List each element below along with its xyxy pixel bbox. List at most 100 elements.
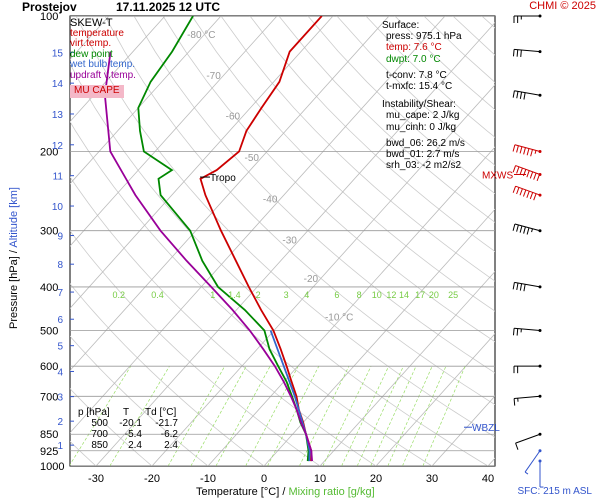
legend-title: SKEW-T — [70, 17, 113, 29]
altitude-tick-label: 11 — [53, 172, 64, 183]
table-cell: -21.7 — [155, 418, 178, 429]
wind-barb-flag — [512, 90, 515, 98]
mixing-ratio-line — [70, 365, 132, 466]
wetbulb-curve — [269, 330, 311, 462]
mixing-ratio-label: 14 — [399, 290, 409, 300]
wind-barb-dot — [538, 432, 542, 436]
mixing-ratio-line — [245, 366, 299, 466]
skewed-isotherm-label: -10 °C — [325, 313, 353, 324]
mixing-ratio-label: 1.4 — [228, 290, 241, 300]
bwd-06-value: bwd_06: 26.2 m/s — [386, 137, 465, 149]
dry-adiabat-line — [511, 16, 600, 466]
dry-adiabat-line — [162, 16, 495, 343]
wind-barb-staff — [514, 281, 541, 288]
table-row: 500 -20.1 -21.7 — [78, 418, 178, 429]
legend: SKEW-T temperature virt.temp. dew point … — [70, 18, 136, 98]
wind-barb-flag — [516, 166, 520, 174]
table-cell: 500 — [91, 418, 108, 429]
temperature-tick-label: 20 — [370, 473, 382, 485]
wind-barb — [513, 14, 542, 23]
station-name: Prostejov — [22, 0, 77, 14]
level-table-header: p [hPa] T Td [°C] — [78, 407, 178, 418]
altitude-tick-label: 14 — [52, 79, 64, 90]
wind-barb-dot — [538, 50, 542, 54]
mxws-label: MXWS — [482, 170, 513, 181]
wind-barb-flag — [523, 92, 526, 100]
level-table-col-td: Td [°C] — [145, 407, 177, 418]
wind-barb-dot — [538, 93, 542, 97]
sounding-datetime: 17.11.2025 12 UTC — [116, 0, 221, 14]
table-cell: 700 — [91, 429, 108, 440]
skewed-isotherm-label: -60 — [226, 112, 241, 123]
chart-annotations: Tropo MXWS WBZL — [200, 170, 526, 434]
skewed-isotherm-label: -30 — [282, 235, 297, 246]
mixing-ratio-label: 8 — [357, 290, 362, 300]
surface-info-panel: Surface: press: 975.1 hPa temp: 7.6 °C d… — [382, 20, 465, 171]
mixing-ratio-label: 10 — [372, 290, 382, 300]
mixing-ratio-line — [387, 366, 433, 466]
mixing-ratio-line — [422, 366, 466, 466]
wind-barb — [512, 165, 542, 182]
isotherm-line — [207, 146, 495, 466]
table-cell: 2.4 — [128, 440, 142, 451]
wind-barb-flag — [512, 223, 516, 231]
wind-barb — [512, 144, 542, 157]
wind-barb-flag — [519, 188, 523, 196]
mixing-ratio-label: 4 — [304, 290, 309, 300]
wind-barb-dot — [538, 449, 542, 453]
level-table-col-p: p [hPa] — [78, 407, 110, 418]
pressure-tick-label: 300 — [40, 226, 58, 238]
pressure-tick-label: 850 — [40, 429, 58, 441]
wind-barb-staff — [514, 144, 541, 152]
wbzl-label: WBZL — [472, 423, 500, 434]
altitude-tick-label: 12 — [52, 141, 64, 152]
wind-barb-flag — [526, 227, 530, 235]
isotherm-line — [95, 22, 495, 466]
y-axis-label-pressure: Pressure [hPa] — [8, 256, 20, 329]
x-axis-title: Temperature [°C] / Mixing ratio [g/kg] — [196, 486, 375, 498]
wind-barb-staff — [514, 90, 541, 96]
wind-barb — [512, 48, 542, 58]
wind-barb-dot — [538, 149, 542, 153]
wind-barb-flag — [512, 49, 515, 57]
wind-barb-flag — [523, 226, 526, 234]
mu-cape-badge: MU CAPE — [70, 85, 124, 98]
surface-dwpt: dwpt: 7.0 °C — [386, 53, 441, 65]
table-row: 700 -5.4 -6.2 — [78, 429, 178, 440]
wind-barb-flag — [512, 144, 516, 152]
wind-barb-flag — [513, 398, 516, 406]
wind-barb-staff — [515, 185, 541, 196]
temperature-tick-label: -30 — [88, 473, 104, 485]
pressure-tick-label: 600 — [40, 361, 58, 373]
table-cell: -5.4 — [124, 429, 142, 440]
temperature-tick-label: 0 — [261, 473, 267, 485]
wind-barb — [512, 281, 542, 292]
mixing-ratio-line — [402, 366, 447, 466]
temperature-tick-label: -20 — [144, 473, 160, 485]
wind-barb-flag — [529, 171, 534, 179]
y-axis-label-altitude: Altitude [km] — [8, 187, 20, 248]
wind-barb-flag — [516, 224, 519, 232]
mixing-ratio-line — [109, 365, 170, 466]
wind-barb-staff — [514, 48, 541, 53]
wind-barb — [515, 432, 542, 450]
wind-barb-flag — [512, 328, 515, 336]
mixing-ratio-label: 25 — [448, 290, 458, 300]
wind-barb — [513, 394, 542, 406]
wind-barbs — [512, 14, 544, 488]
dry-adiabat-line — [104, 16, 495, 406]
surface-tconv: t-conv: 7.8 °C — [386, 69, 447, 81]
skewed-isotherm-label: -80 °C — [187, 30, 215, 41]
wind-barb-flag — [526, 190, 530, 198]
pressure-tick-label: 925 — [40, 446, 58, 458]
mixing-ratio-label: 6 — [334, 290, 339, 300]
dry-adiabat-line — [220, 16, 495, 282]
skewed-isotherm-label: -20 — [304, 274, 319, 285]
wind-barb-flag — [516, 145, 519, 153]
isotherm-line — [151, 84, 495, 466]
altitude-tick-label: 10 — [52, 202, 64, 213]
y-axis-title: Pressure [hPa] / Altitude [km] — [8, 183, 20, 333]
wind-barb-flag — [523, 284, 526, 292]
